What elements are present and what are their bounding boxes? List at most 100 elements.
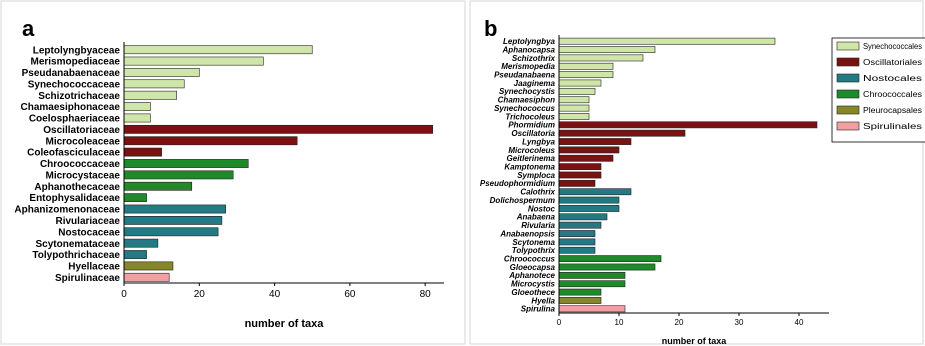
b-label-lyngbya: Lyngbya xyxy=(522,137,555,146)
a-label-aphanizomenonaceae: Aphanizomenonaceae xyxy=(14,205,120,216)
b-x-tick-label-40: 40 xyxy=(795,318,804,327)
b-label-geitlerinema: Geitlerinema xyxy=(507,154,556,163)
b-bar-gloeothece xyxy=(558,288,602,296)
a-bar-chamaesiphonaceae xyxy=(123,102,151,111)
b-bar-pseudanabaena xyxy=(558,71,614,79)
a-label-pseudanabaenaceae: Pseudanabaenaceae xyxy=(22,68,121,79)
b-bar-lyngbya xyxy=(558,138,632,145)
b-bar-hyella xyxy=(558,297,602,304)
b-label-leptolyngbya: Leptolyngbya xyxy=(503,37,556,46)
b-bar-anabaena xyxy=(558,213,608,221)
b-label-microcoleus: Microcoleus xyxy=(508,146,555,155)
panel-a-letter: a xyxy=(22,16,35,41)
b-label-anabaenopsis: Anabaenopsis xyxy=(499,229,555,238)
b-bar-scytonema xyxy=(558,238,596,246)
a-label-synechococcaceae: Synechococcaceae xyxy=(28,79,121,90)
b-label-kamptonema: Kamptonema xyxy=(504,163,555,172)
a-bar-oscillatoriaceae xyxy=(123,124,434,134)
b-label-anabaena: Anabaena xyxy=(516,213,556,222)
a-bar-leptolyngbyaceae xyxy=(123,45,313,55)
b-bar-tolypothrix xyxy=(558,246,596,254)
b-label-hyella: Hyella xyxy=(531,296,555,305)
panel-b-letter: b xyxy=(484,16,497,41)
b-label-gloeothece: Gloeothece xyxy=(511,288,555,297)
b-bar-chamaesiphon xyxy=(558,96,590,104)
b-bar-schizothrix xyxy=(558,54,644,62)
b-x-tick-label-20: 20 xyxy=(675,318,684,327)
b-label-microcystis: Microcystis xyxy=(511,280,556,289)
b-bar-anabaenopsis xyxy=(558,230,596,237)
a-bar-coleofasciculaceae xyxy=(123,147,162,157)
panel-a-x-ticks: 0 20 40 60 80 xyxy=(121,283,431,300)
legend-entry-nostocales: Nostocales xyxy=(863,74,922,83)
b-label-dolichospermum: Dolichospermum xyxy=(490,196,555,205)
b-label-symploca: Symploca xyxy=(517,171,555,180)
a-label-schizotrichaceae: Schizotrichaceae xyxy=(38,91,120,102)
a-label-microcoleaceae: Microcoleaceae xyxy=(46,136,121,147)
b-label-nostoc: Nostoc xyxy=(528,204,556,213)
b-bar-synechocystis xyxy=(558,87,596,95)
a-label-scytonemataceae: Scytonemataceae xyxy=(36,239,121,250)
b-label-schizothrix: Schizothrix xyxy=(512,54,556,63)
b-x-tick-label-0: 0 xyxy=(557,318,562,327)
a-bar-coelosphaeriaceae xyxy=(123,113,151,123)
a-label-coelosphaeriaceae: Coelosphaeriaceae xyxy=(29,114,121,125)
legend-entry-oscillatoriales: Oscillatoriales xyxy=(863,58,922,67)
legend-swatch-oscillatoriales xyxy=(836,57,860,67)
b-bar-oscillatoria xyxy=(558,129,686,137)
a-bar-synechococcaceae xyxy=(123,79,185,89)
a-label-tolypothrichaceae: Tolypothrichaceae xyxy=(32,250,120,261)
legend-swatch-synechococcales xyxy=(836,41,860,51)
b-label-phormidium: Phormidium xyxy=(508,121,555,130)
b-bar-synechococcus xyxy=(558,104,590,112)
b-x-tick-label-30: 30 xyxy=(735,318,744,327)
b-bar-microcoleus xyxy=(558,146,620,154)
b-bar-merismopedia xyxy=(558,62,614,70)
a-bar-microcoleaceae xyxy=(123,136,298,146)
b-label-aphanocapsa: Aphanocapsa xyxy=(502,45,556,54)
a-label-hyellaceae: Hyellaceae xyxy=(68,262,120,273)
b-bar-dolichospermum xyxy=(558,196,620,204)
b-bar-trichocoleus xyxy=(558,113,590,120)
b-bar-aphanocapsa xyxy=(558,46,656,53)
b-label-rivularia: Rivularia xyxy=(521,221,555,230)
a-label-entophysalidaceae: Entophysalidaceae xyxy=(29,193,120,204)
a-bar-microcystaceae xyxy=(123,170,234,180)
b-label-pseudophormidium: Pseudophormidium xyxy=(480,179,555,188)
a-bar-hyellaceae xyxy=(123,261,174,271)
a-bar-aphanothecaceae xyxy=(123,181,193,191)
b-bar-phormidium xyxy=(558,121,818,129)
a-bar-aphanizomenonaceae xyxy=(123,204,226,214)
panel-b-x-axis-label: number of taxa xyxy=(662,336,728,346)
a-label-nostocaceae: Nostocaceae xyxy=(58,227,120,238)
legend-swatch-nostocales xyxy=(836,73,860,83)
b-x-tick-label-10: 10 xyxy=(615,318,624,327)
a-x-tick-label-80: 80 xyxy=(420,289,432,300)
b-bar-gloeocapsa xyxy=(558,263,656,271)
b-bar-microcystis xyxy=(558,280,626,288)
b-bar-symploca xyxy=(558,171,602,179)
a-x-tick-label-0: 0 xyxy=(121,289,127,300)
a-label-oscillatoriaceae: Oscillatoriaceae xyxy=(43,125,120,136)
b-label-gloeocapsa: Gloeocapsa xyxy=(510,263,556,272)
legend: Synechococcales Oscillatoriales Nostocales… xyxy=(831,37,925,143)
b-label-merismopedia: Merismopedia xyxy=(501,62,555,71)
a-label-rivulariaceae: Rivulariaceae xyxy=(56,216,121,227)
panel-a-category-labels: LeptolyngbyaceaeMerismopediaceaePseudana… xyxy=(14,45,120,284)
b-label-jaaginema: Jaaginema xyxy=(514,79,556,88)
a-bar-nostocaceae xyxy=(123,227,219,237)
b-bar-pseudophormidium xyxy=(558,179,596,187)
b-bar-kamptonema xyxy=(558,163,602,171)
b-label-trichocoleus: Trichocoleus xyxy=(505,112,555,121)
a-label-coleofasciculaceae: Coleofasciculaceae xyxy=(27,148,120,159)
b-bar-spirulina xyxy=(558,305,626,313)
legend-swatch-pleurocapsales xyxy=(836,105,860,115)
legend-swatch-chroococcales xyxy=(836,89,860,99)
b-label-synechococcus: Synechococcus xyxy=(494,104,555,113)
panel-a-x-axis-label: number of taxa xyxy=(245,318,325,330)
a-x-tick-label-60: 60 xyxy=(344,289,356,300)
b-bar-aphanotece xyxy=(558,271,626,279)
b-bar-calothrix xyxy=(558,188,632,196)
a-label-microcystaceae: Microcystaceae xyxy=(46,170,121,181)
